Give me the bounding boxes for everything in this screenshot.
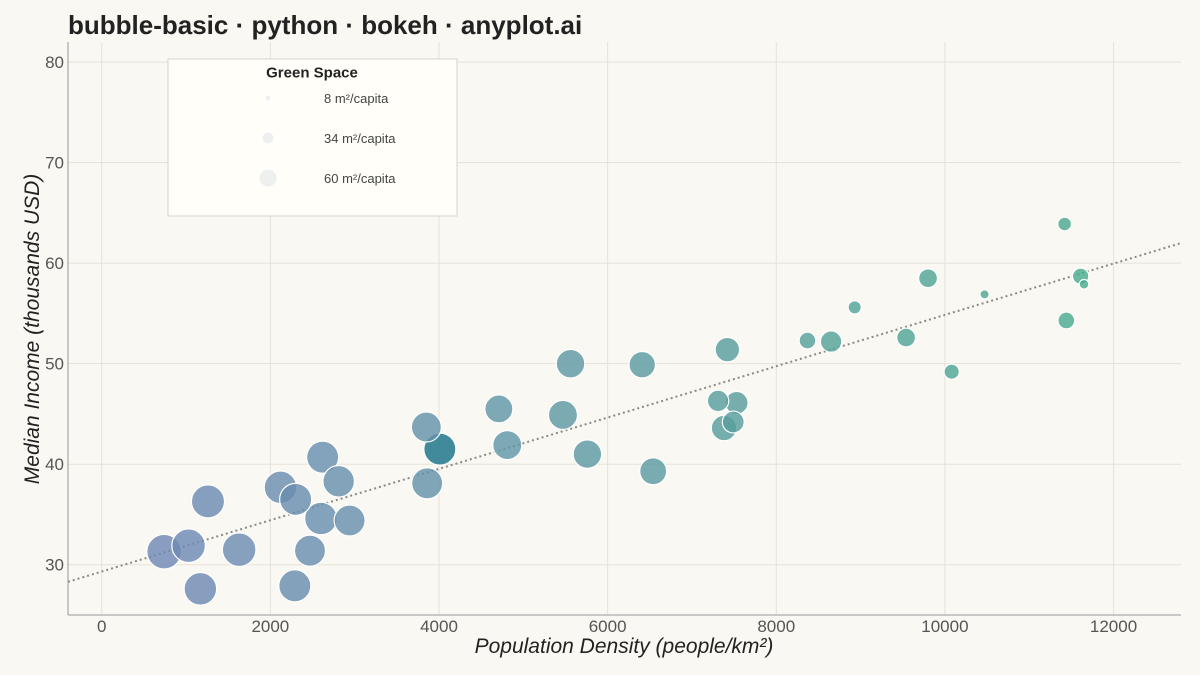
bubble-point <box>492 430 523 461</box>
x-tick-label: 4000 <box>420 617 458 636</box>
axes: 0 2000 4000 6000 8000 10000 12000 30 40 50 60 70 80 <box>45 42 1181 636</box>
legend-bubble <box>258 168 278 188</box>
legend-label: 34 m²/capita <box>324 131 396 146</box>
bubble-point <box>1078 278 1090 290</box>
bubble-point <box>847 300 862 315</box>
bubble-point <box>918 268 939 289</box>
legend-title: Green Space <box>266 64 358 81</box>
chart-title: bubble-basic · python · bokeh · anyplot.… <box>68 10 582 40</box>
bubble-point <box>628 350 657 379</box>
bubble-point <box>706 389 730 413</box>
bubble-point <box>484 394 514 424</box>
y-tick-label: 70 <box>45 154 64 173</box>
bubble-point <box>333 504 366 537</box>
x-axis-label: Population Density (people/km²) <box>475 635 774 658</box>
bubble-point <box>183 571 218 606</box>
legend-box <box>167 58 458 217</box>
y-tick-label: 50 <box>45 355 64 374</box>
x-tick-label: 10000 <box>921 617 968 636</box>
trend-line-group <box>67 242 1182 583</box>
y-tick-label: 30 <box>45 556 64 575</box>
size-legend: Green Space 8 m²/capita 34 m²/capita 60 m²… <box>167 58 458 217</box>
bubble-point <box>979 289 990 300</box>
bubble-point <box>572 439 603 469</box>
bubble-point <box>410 411 442 443</box>
bubble-point <box>278 569 312 603</box>
bubble-point <box>714 336 741 363</box>
x-tick-label: 12000 <box>1090 617 1137 636</box>
x-tick-label: 8000 <box>757 617 795 636</box>
y-tick-label: 40 <box>45 455 64 474</box>
bubble-point <box>411 467 444 500</box>
bubble-point <box>171 528 206 564</box>
bubble-series <box>146 216 1090 606</box>
bubble-point <box>293 534 327 567</box>
bubble-point <box>221 532 257 568</box>
bubble-point <box>1057 311 1076 330</box>
x-tick-label: 0 <box>97 617 106 636</box>
bubble-point <box>555 348 586 379</box>
legend-label: 8 m²/capita <box>324 91 389 106</box>
y-tick-label: 60 <box>45 254 64 273</box>
bubble-point <box>279 482 313 517</box>
bubble-point <box>306 440 340 474</box>
legend-bubble <box>264 94 272 102</box>
bubble-point <box>547 399 579 431</box>
bubble-point <box>639 457 668 486</box>
y-axis-label: Median Income (thousands USD) <box>21 174 44 484</box>
legend-entries: 8 m²/capita 34 m²/capita 60 m²/capita <box>258 91 396 188</box>
x-tick-label: 6000 <box>589 617 627 636</box>
bubble-point <box>943 363 960 380</box>
bubble-point <box>721 410 745 434</box>
bubble-point <box>798 331 817 350</box>
bubble-point <box>1057 216 1073 232</box>
bubble-point <box>190 484 226 519</box>
y-tick-label: 80 <box>45 53 64 72</box>
trend-line <box>67 242 1182 583</box>
legend-bubble <box>261 131 275 145</box>
x-tick-label: 2000 <box>251 617 289 636</box>
legend-label: 60 m²/capita <box>324 171 396 186</box>
bubble-point <box>819 330 843 353</box>
bubble-point <box>896 327 917 348</box>
bubble-point <box>322 464 356 498</box>
